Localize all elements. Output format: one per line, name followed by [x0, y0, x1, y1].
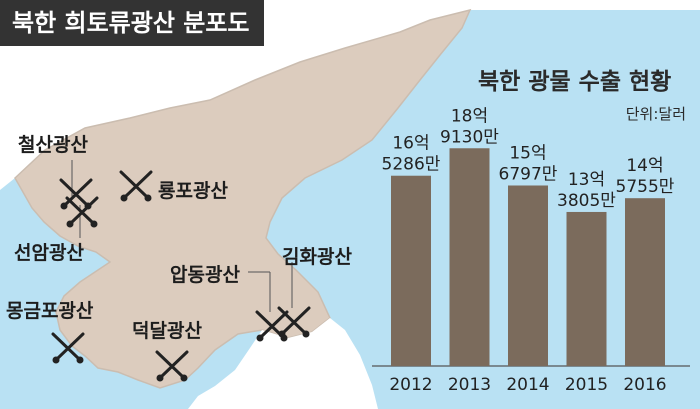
- south-korea-land: [188, 318, 378, 409]
- crossed-pickaxe-icon: [65, 196, 99, 228]
- chart-title: 북한 광물 수출 현황: [478, 69, 672, 95]
- mine-label-mongeumpo: 몽금포광산: [6, 300, 94, 322]
- crossed-pickaxe-icon: [51, 332, 85, 364]
- mine-icon: [50, 330, 86, 368]
- mine-label-deokdal: 덕달광산: [132, 320, 202, 342]
- mine-icon: [154, 348, 190, 386]
- mine-label-seonam: 선암광산: [14, 242, 84, 264]
- mine-icon: [276, 304, 312, 342]
- mine-label-ryongpo: 룡포광산: [158, 180, 228, 202]
- mine-label-gimhwa: 김화광산: [282, 246, 352, 268]
- mine-icon: [118, 168, 154, 206]
- crossed-pickaxe-icon: [155, 350, 189, 382]
- crossed-pickaxe-icon: [277, 306, 311, 338]
- mine-label-apdong: 압동광산: [170, 264, 240, 286]
- mine-icon: [64, 194, 100, 232]
- page-title: 북한 희토류광산 분포도: [0, 0, 264, 46]
- crossed-pickaxe-icon: [119, 170, 153, 202]
- chart-unit: 단위:달러: [625, 105, 686, 123]
- neighbor-land: [0, 0, 700, 190]
- mine-label-cheolsan: 철산광산: [18, 134, 88, 156]
